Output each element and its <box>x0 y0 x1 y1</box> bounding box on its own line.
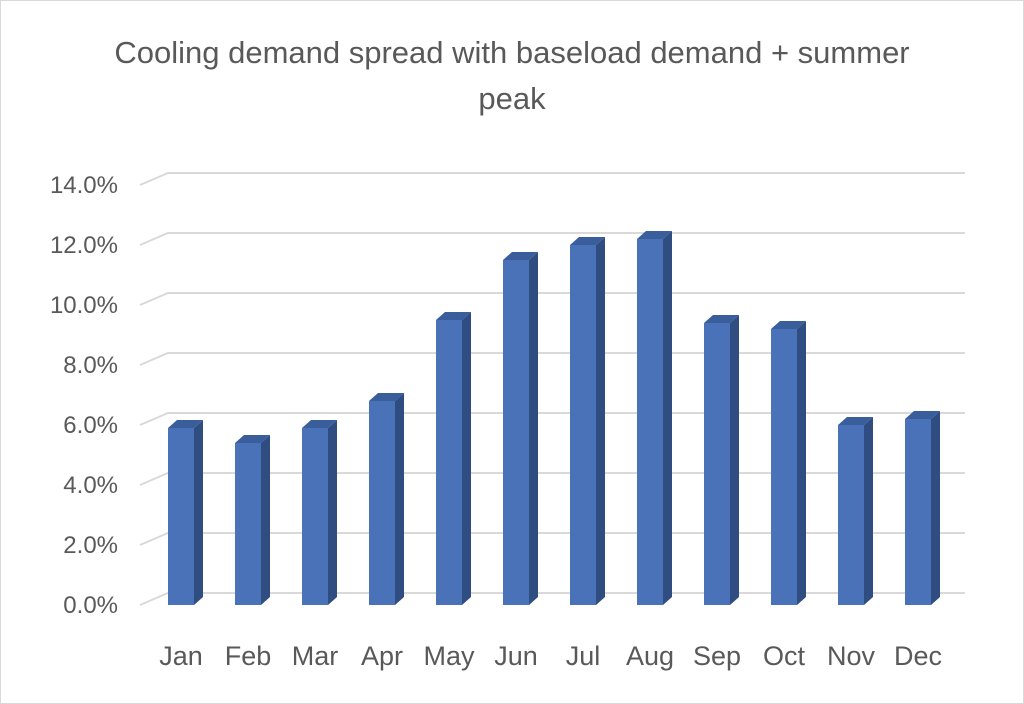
bar-side-face <box>663 231 672 605</box>
bar-top-face <box>302 420 337 428</box>
bar-jun <box>503 252 538 605</box>
bar-feb <box>235 435 270 605</box>
bar-side-face <box>462 312 471 605</box>
x-axis-category-labels: Jan Feb Mar Apr May Jun Jul Aug Sep Oct Nov Dec <box>159 641 942 671</box>
y-tick-label: 10.0% <box>50 292 118 319</box>
bar-front-face <box>503 260 529 605</box>
bar-side-face <box>596 237 605 605</box>
x-category-label: Jul <box>566 641 601 671</box>
bar-side-face <box>864 417 873 605</box>
y-tick-label: 4.0% <box>63 472 118 499</box>
bar-jul <box>570 237 605 605</box>
bar-side-face <box>194 420 203 605</box>
gridline <box>139 412 965 426</box>
bar-top-face <box>436 312 471 320</box>
bar-may <box>436 312 471 605</box>
bar-top-face <box>838 417 873 425</box>
gridline <box>139 232 965 246</box>
bar-front-face <box>838 425 864 605</box>
y-tick-label: 12.0% <box>50 232 118 259</box>
x-category-label: Mar <box>292 641 339 671</box>
x-category-label: Feb <box>225 641 272 671</box>
x-category-label: Jan <box>159 641 203 671</box>
bar-mar <box>302 420 337 605</box>
bar-top-face <box>771 321 806 329</box>
bar-oct <box>771 321 806 605</box>
bar-side-face <box>328 420 337 605</box>
bar-front-face <box>302 428 328 605</box>
bar-apr <box>369 393 404 605</box>
gridline <box>139 352 965 366</box>
y-axis-tick-labels: 0.0% 2.0% 4.0% 6.0% 8.0% 10.0% 12.0% 14.0% <box>50 172 118 619</box>
bar-jan <box>168 420 203 605</box>
bar-top-face <box>168 420 203 428</box>
x-category-label: Jun <box>494 641 538 671</box>
bar-side-face <box>797 321 806 605</box>
y-tick-label: 8.0% <box>63 352 118 379</box>
x-category-label: Apr <box>361 641 403 671</box>
x-category-label: May <box>423 641 475 671</box>
bar-nov <box>838 417 873 605</box>
bar-front-face <box>570 245 596 605</box>
bar-side-face <box>261 435 270 605</box>
bar-front-face <box>235 443 261 605</box>
bar-top-face <box>704 315 739 323</box>
bar-side-face <box>395 393 404 605</box>
chart-title: Cooling demand spread with baseload dema… <box>114 35 910 116</box>
gridline <box>139 292 965 306</box>
bar-front-face <box>369 401 395 605</box>
bar-aug <box>637 231 672 605</box>
bar-top-face <box>369 393 404 401</box>
y-tick-label: 6.0% <box>63 412 118 439</box>
x-category-label: Dec <box>894 641 942 671</box>
bar-front-face <box>704 323 730 605</box>
bar-side-face <box>931 411 940 605</box>
bar-front-face <box>771 329 797 605</box>
bar-top-face <box>905 411 940 419</box>
y-tick-label: 0.0% <box>63 592 118 619</box>
bar-dec <box>905 411 940 605</box>
bar-top-face <box>503 252 538 260</box>
bar-front-face <box>168 428 194 605</box>
bars <box>168 231 940 605</box>
bar-front-face <box>436 320 462 605</box>
x-category-label: Oct <box>763 641 806 671</box>
bar-top-face <box>570 237 605 245</box>
x-category-label: Sep <box>693 641 741 671</box>
y-tick-label: 2.0% <box>63 532 118 559</box>
x-category-label: Aug <box>626 641 674 671</box>
bar-side-face <box>730 315 739 605</box>
x-category-label: Nov <box>827 641 876 671</box>
bar-front-face <box>905 419 931 605</box>
bar-top-face <box>235 435 270 443</box>
bar-top-face <box>637 231 672 239</box>
y-tick-label: 14.0% <box>50 172 118 199</box>
bar-sep <box>704 315 739 605</box>
bar-side-face <box>529 252 538 605</box>
gridline <box>139 172 965 186</box>
bar-front-face <box>637 239 663 605</box>
